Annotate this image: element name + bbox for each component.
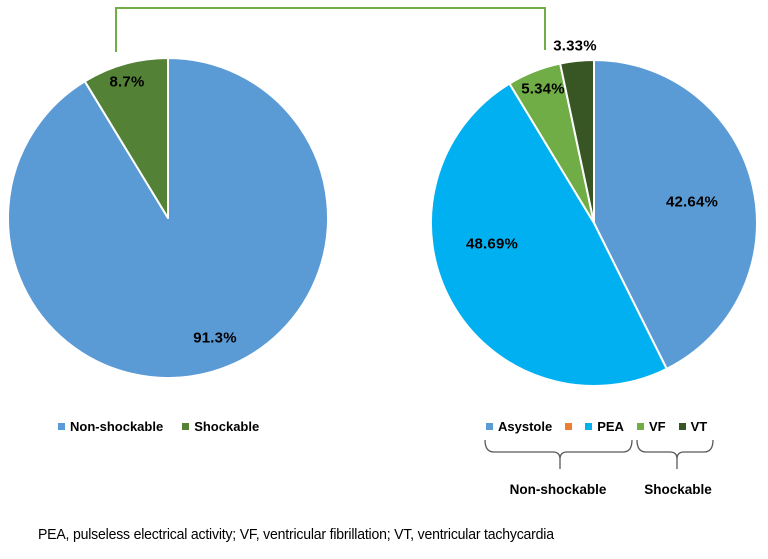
vf-swatch-icon (636, 423, 644, 430)
legend-item-unlabeled (565, 423, 573, 430)
legend-item-vt: VT (678, 419, 708, 434)
legend-label: Shockable (194, 419, 260, 434)
non-shockable-swatch-icon (58, 423, 65, 430)
legend-item-vf: VF (636, 419, 666, 434)
vt-swatch-icon (678, 423, 686, 430)
legend-item-non-shockable: Non-shockable (58, 419, 163, 434)
right-pie-chart (429, 58, 758, 388)
shockable-swatch-icon (182, 423, 190, 430)
label-shockable-pct: 8.7% (109, 73, 145, 91)
group-label-shockable: Shockable (644, 482, 712, 497)
label-asystole-pct: 42.64% (665, 193, 719, 211)
pie-slice-vt (559, 58, 595, 224)
label-non-shockable-pct: 91.3% (193, 329, 237, 347)
pea-swatch-icon (585, 423, 593, 430)
connector-bracket (115, 7, 546, 52)
asystole-swatch-icon (486, 423, 493, 430)
legend-label: VT (690, 419, 708, 434)
right-pie-legend: Asystole PEA VF VT (486, 419, 707, 434)
shockable-brace (636, 439, 714, 469)
legend-item-pea: PEA (585, 419, 624, 434)
left-pie-chart (7, 57, 330, 379)
legend-item-asystole: Asystole (486, 419, 552, 434)
pie-slice-asystole (593, 59, 758, 370)
pie-slice-shockable (83, 57, 169, 219)
group-label-non-shockable: Non-shockable (509, 482, 607, 497)
unlabeled-swatch-icon (565, 423, 573, 430)
pie-slice-pea (429, 82, 668, 388)
label-vf-pct: 5.34% (521, 80, 565, 98)
legend-label: Non-shockable (70, 419, 164, 434)
legend-item-shockable: Shockable (182, 419, 259, 434)
legend-label: VF (648, 419, 666, 434)
label-vt-pct: 3.33% (553, 37, 597, 55)
legend-label: Asystole (498, 419, 553, 434)
left-pie-legend: Non-shockable Shockable (58, 419, 259, 434)
abbreviation-footnote: PEA, pulseless electrical activity; VF, … (38, 527, 554, 543)
legend-grouping-braces (484, 439, 714, 469)
label-pea-pct: 48.69% (465, 235, 519, 253)
legend-label: PEA (597, 419, 624, 434)
non-shockable-brace (484, 439, 633, 469)
